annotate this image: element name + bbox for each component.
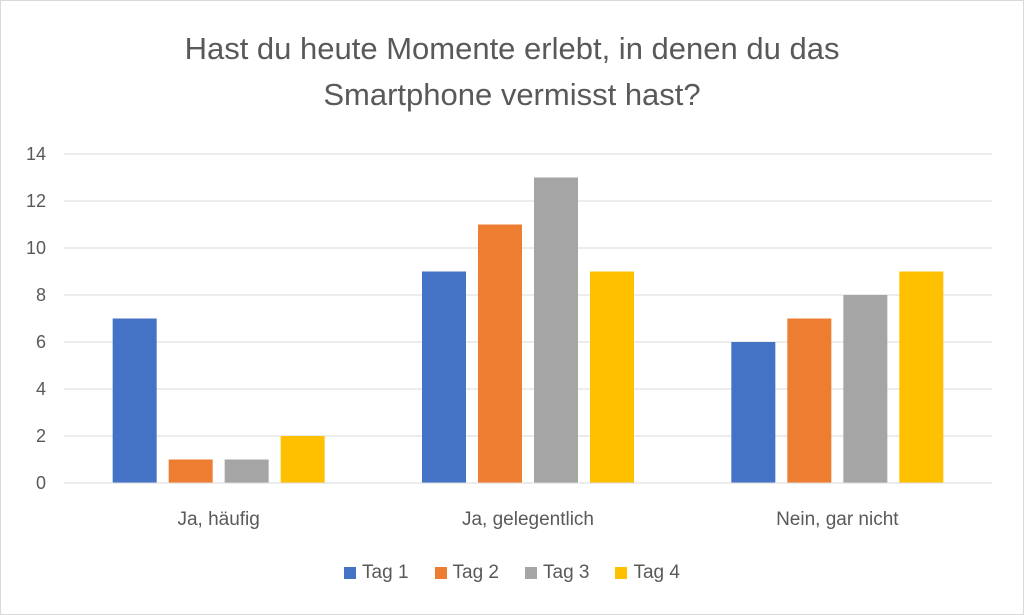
bar — [224, 459, 269, 483]
legend-item: Tag 4 — [615, 562, 680, 584]
chart-legend: Tag 1 Tag 2 Tag 3 Tag 4 — [0, 562, 1024, 584]
bar — [168, 459, 213, 483]
legend-label: Tag 3 — [543, 562, 590, 583]
legend-item: Tag 3 — [525, 562, 589, 584]
y-tick-label: 4 — [36, 379, 46, 399]
bar — [280, 436, 325, 483]
legend-swatch — [344, 567, 357, 579]
chart-title-line-2: Smartphone vermisst hast? — [323, 77, 701, 112]
bar — [590, 271, 634, 483]
y-tick-label: 0 — [36, 473, 46, 493]
x-tick-label: Ja, häufig — [177, 509, 259, 530]
bar — [534, 177, 578, 483]
legend-item: Tag 1 — [344, 562, 409, 584]
bar — [731, 342, 776, 483]
y-tick-label: 8 — [36, 285, 46, 305]
y-tick-label: 12 — [26, 191, 46, 211]
chart-title-line-1: Hast du heute Momente erlebt, in denen d… — [184, 31, 840, 66]
y-tick-label: 2 — [36, 426, 46, 446]
legend-label: Tag 4 — [633, 562, 680, 583]
y-tick-label: 10 — [26, 238, 46, 258]
y-tick-label: 6 — [36, 332, 46, 352]
x-tick-label: Nein, gar nicht — [776, 509, 899, 530]
bar — [422, 271, 466, 483]
y-tick-label: 14 — [26, 144, 46, 164]
bar — [478, 224, 522, 483]
bar — [843, 295, 888, 483]
legend-label: Tag 2 — [452, 562, 499, 583]
x-tick-label: Ja, gelegentlich — [462, 509, 594, 530]
bar — [787, 318, 832, 483]
legend-swatch — [615, 567, 628, 579]
legend-label: Tag 1 — [362, 562, 409, 583]
legend-swatch — [434, 567, 447, 579]
legend-swatch — [525, 567, 537, 579]
legend-item: Tag 2 — [434, 562, 499, 584]
bar — [112, 318, 157, 483]
chart-title: Hast du heute Momente erlebt, in denen d… — [0, 26, 1024, 118]
bar — [899, 271, 944, 483]
